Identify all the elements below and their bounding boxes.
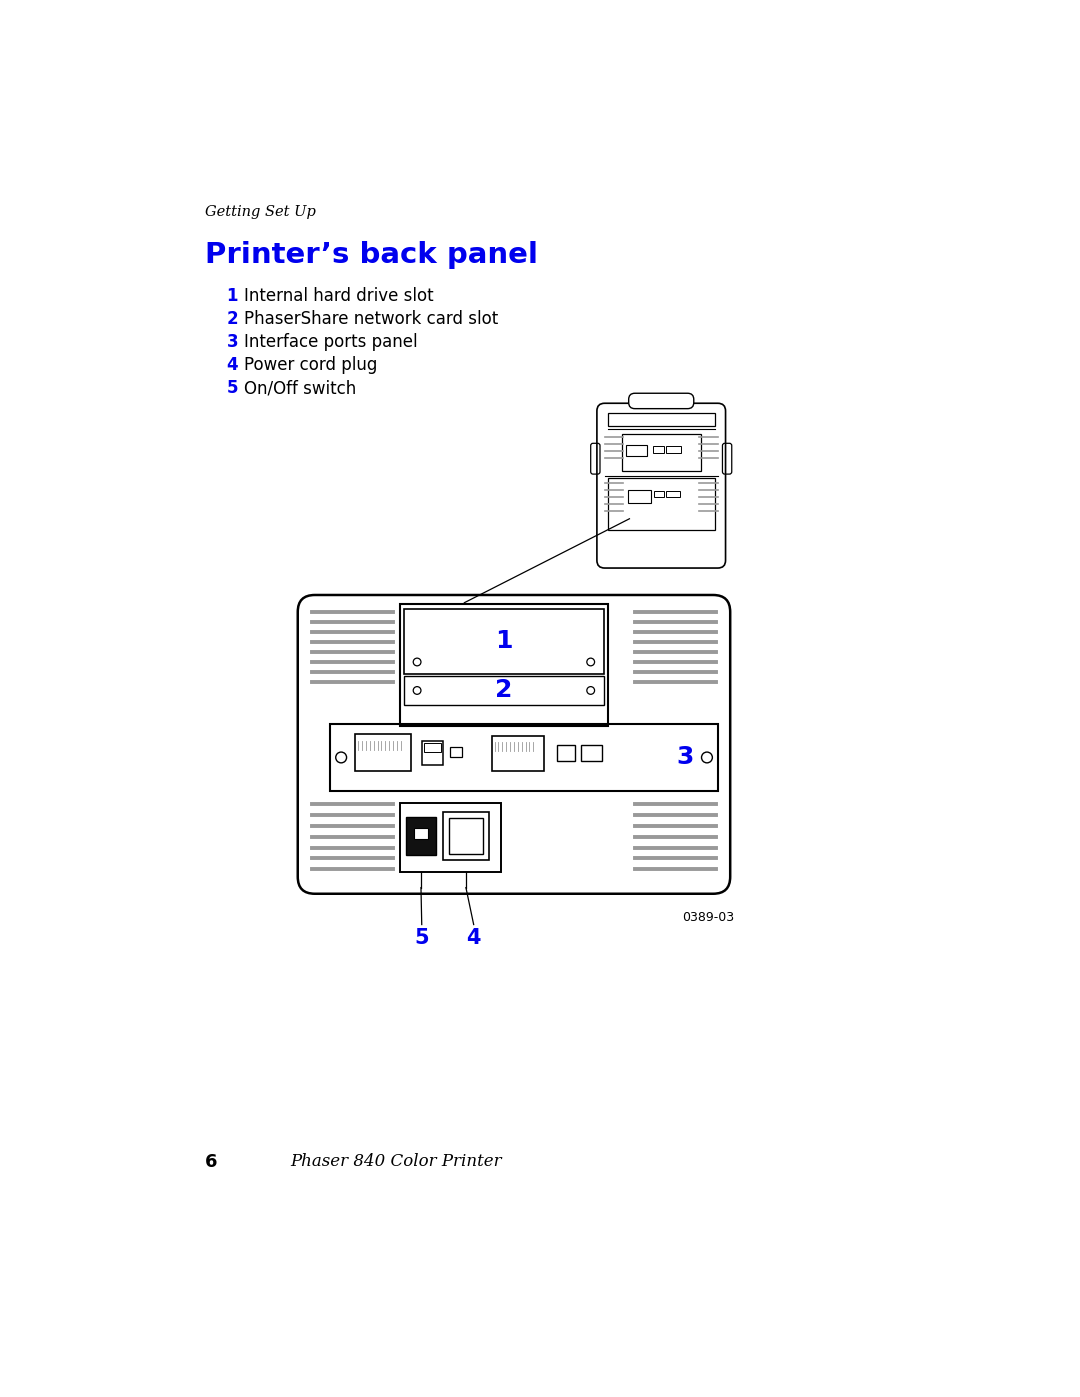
Text: 4: 4	[227, 356, 238, 374]
Text: 5: 5	[227, 380, 238, 397]
Text: 1: 1	[495, 629, 513, 654]
Bar	[666, 490, 679, 497]
Bar	[556, 745, 576, 760]
Text: Internal hard drive slot: Internal hard drive slot	[243, 286, 433, 305]
Bar	[355, 735, 410, 771]
Bar	[652, 447, 663, 453]
Bar	[400, 803, 501, 872]
Bar	[622, 434, 701, 471]
Bar	[404, 676, 604, 705]
Bar	[449, 746, 462, 757]
FancyBboxPatch shape	[597, 404, 726, 569]
Bar	[654, 490, 663, 497]
Bar	[491, 736, 544, 771]
Bar	[424, 743, 441, 752]
Text: PhaserShare network card slot: PhaserShare network card slot	[243, 310, 498, 328]
Text: 2: 2	[496, 679, 513, 703]
Bar	[400, 605, 608, 726]
Bar	[330, 724, 718, 791]
Text: 2: 2	[227, 310, 238, 328]
Bar	[581, 745, 602, 760]
Text: 5: 5	[415, 929, 429, 949]
Bar	[414, 828, 428, 840]
Text: 0389-03: 0389-03	[681, 911, 734, 923]
FancyBboxPatch shape	[629, 393, 693, 409]
Bar	[443, 812, 489, 861]
Bar	[608, 478, 715, 531]
Text: Getting Set Up: Getting Set Up	[205, 204, 315, 218]
FancyBboxPatch shape	[298, 595, 730, 894]
Bar	[406, 817, 435, 855]
Text: 3: 3	[676, 746, 694, 770]
Bar	[422, 740, 444, 766]
Bar	[449, 819, 483, 854]
Text: 1: 1	[227, 286, 238, 305]
Bar	[404, 609, 604, 675]
Text: Power cord plug: Power cord plug	[243, 356, 377, 374]
Text: 6: 6	[205, 1154, 217, 1171]
Text: On/Off switch: On/Off switch	[243, 380, 355, 397]
Text: Interface ports panel: Interface ports panel	[243, 334, 417, 351]
Bar	[608, 412, 715, 426]
Bar	[625, 444, 647, 455]
Text: 4: 4	[467, 929, 481, 949]
Text: 3: 3	[227, 334, 238, 351]
Text: Printer’s back panel: Printer’s back panel	[205, 240, 538, 268]
Bar	[627, 489, 651, 503]
Bar	[666, 447, 681, 453]
Text: Phaser 840 Color Printer: Phaser 840 Color Printer	[291, 1154, 501, 1171]
